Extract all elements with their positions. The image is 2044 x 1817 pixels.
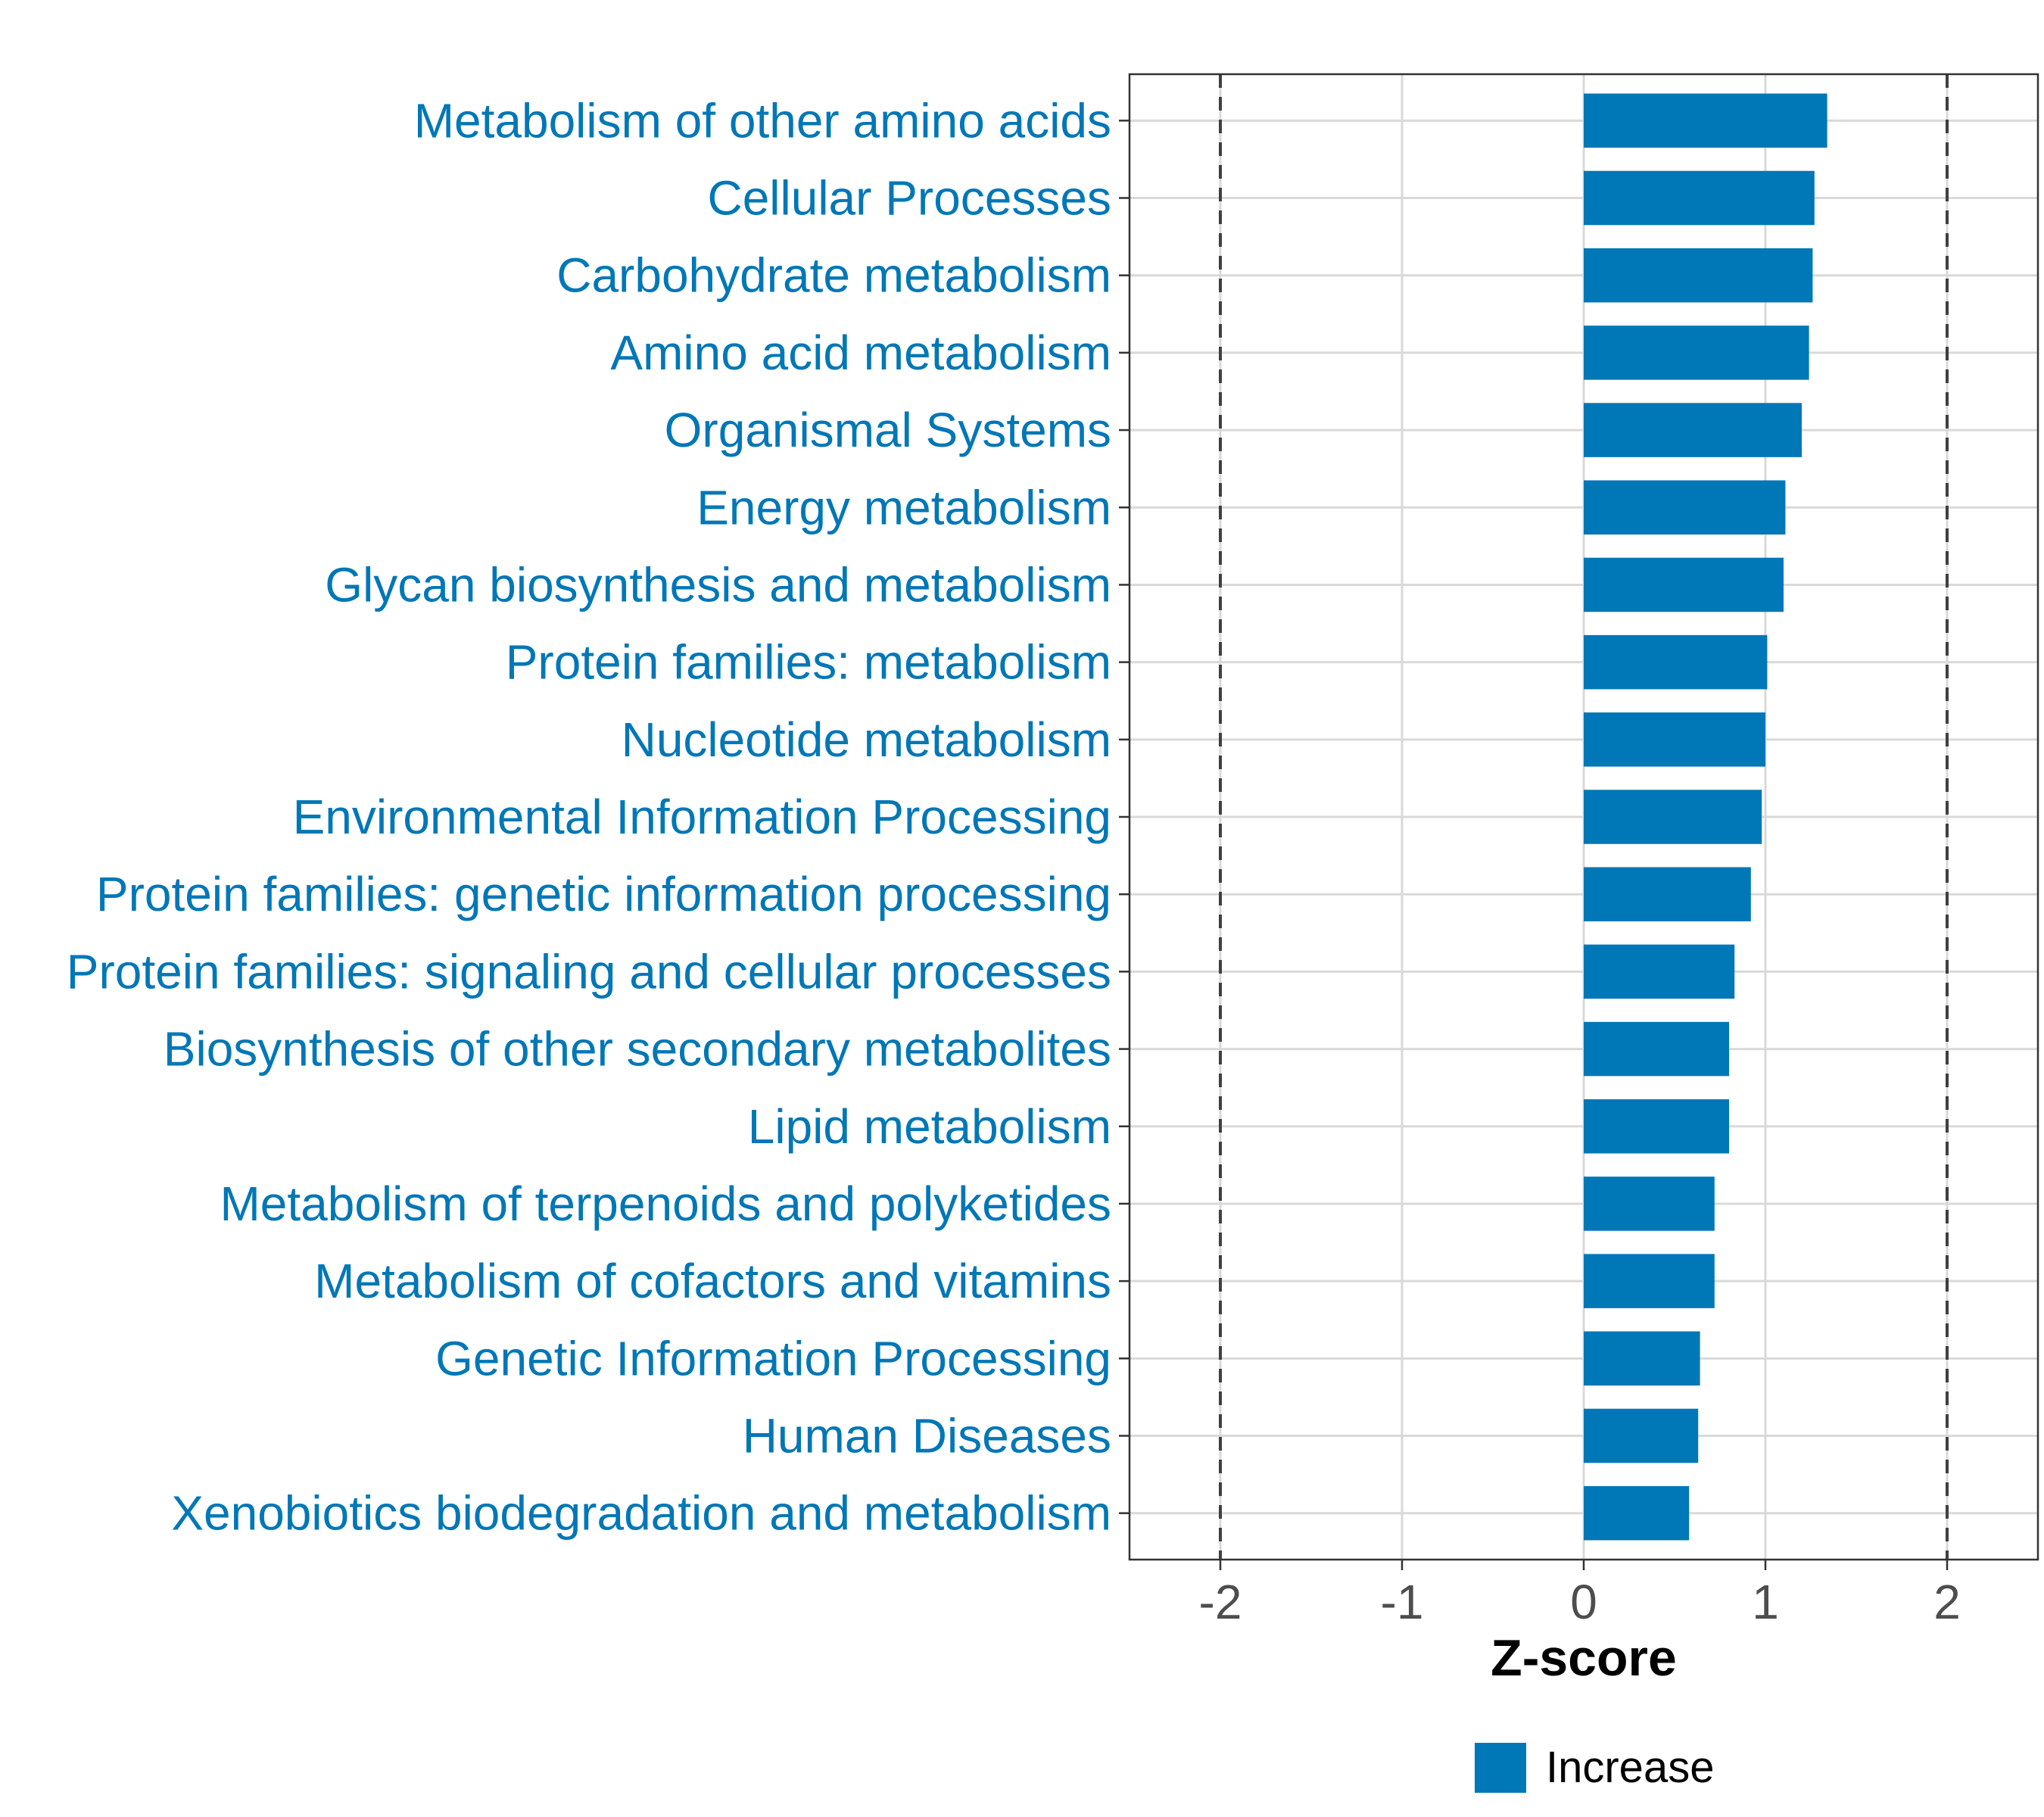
bar bbox=[1584, 1099, 1729, 1154]
category-label: Metabolism of cofactors and vitamins bbox=[314, 1254, 1111, 1308]
bar bbox=[1584, 1177, 1715, 1231]
bar bbox=[1584, 944, 1735, 999]
bar bbox=[1584, 1021, 1729, 1077]
x-axis-ticks bbox=[1219, 1560, 1949, 1570]
bar bbox=[1584, 790, 1762, 844]
x-tick-label: -1 bbox=[1381, 1575, 1424, 1629]
legend-label-increase: Increase bbox=[1546, 1743, 1714, 1792]
category-label: Environmental Information Processing bbox=[293, 790, 1111, 844]
bar bbox=[1584, 712, 1765, 767]
category-label: Protein families: metabolism bbox=[506, 635, 1111, 690]
x-tick-label: 0 bbox=[1570, 1575, 1597, 1629]
category-label: Xenobiotics biodegradation and metabolis… bbox=[171, 1486, 1111, 1541]
y-axis-labels: Metabolism of other amino acids Cellular … bbox=[67, 93, 1111, 1540]
bar bbox=[1584, 1331, 1700, 1386]
category-label: Glycan biosynthesis and metabolism bbox=[325, 557, 1111, 612]
category-label: Organismal Systems bbox=[665, 403, 1111, 457]
category-label: Amino acid metabolism bbox=[610, 326, 1111, 380]
x-axis-labels: -2 -1 0 1 2 bbox=[1199, 1575, 1961, 1629]
x-axis-title: Z-score bbox=[1491, 1629, 1677, 1687]
bar bbox=[1584, 1408, 1699, 1463]
bar bbox=[1584, 557, 1784, 612]
category-label: Biosynthesis of other secondary metaboli… bbox=[164, 1022, 1111, 1077]
bar bbox=[1584, 1254, 1715, 1308]
bar bbox=[1584, 326, 1809, 380]
bar bbox=[1584, 170, 1815, 226]
category-label: Energy metabolism bbox=[696, 480, 1111, 535]
category-label: Metabolism of other amino acids bbox=[414, 93, 1111, 148]
reference-lines bbox=[1219, 74, 1949, 1560]
category-label: Protein families: signaling and cellular… bbox=[67, 944, 1111, 999]
bar bbox=[1584, 480, 1786, 535]
bar bbox=[1584, 403, 1802, 457]
bar bbox=[1584, 1485, 1690, 1541]
x-tick-label: 2 bbox=[1933, 1575, 1961, 1629]
category-label: Carbohydrate metabolism bbox=[556, 248, 1111, 303]
legend-swatch-increase bbox=[1475, 1743, 1526, 1793]
legend: Increase bbox=[1475, 1743, 1714, 1793]
bars bbox=[1584, 93, 1827, 1541]
bar bbox=[1584, 867, 1751, 921]
bar bbox=[1584, 248, 1813, 303]
bar bbox=[1584, 93, 1827, 148]
category-label: Lipid metabolism bbox=[748, 1099, 1111, 1154]
category-label: Protein families: genetic information pr… bbox=[96, 867, 1111, 921]
category-label: Human Diseases bbox=[743, 1409, 1111, 1463]
category-label: Metabolism of terpenoids and polyketides bbox=[220, 1177, 1111, 1231]
x-tick-label: 1 bbox=[1752, 1575, 1779, 1629]
bar bbox=[1584, 634, 1768, 690]
category-label: Genetic Information Processing bbox=[435, 1331, 1111, 1385]
category-label: Nucleotide metabolism bbox=[622, 712, 1111, 767]
x-tick-label: -2 bbox=[1199, 1575, 1242, 1629]
category-label: Cellular Processes bbox=[707, 171, 1111, 226]
y-axis-ticks bbox=[1119, 120, 1129, 1514]
